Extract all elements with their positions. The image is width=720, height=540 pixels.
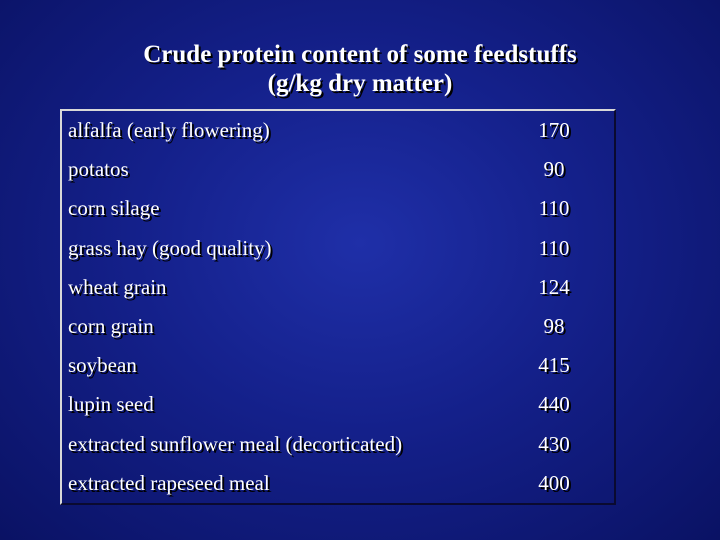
table-row: lupin seed 440 bbox=[62, 385, 614, 424]
feedstuff-name: potatos bbox=[68, 157, 129, 182]
feedstuff-name: extracted rapeseed meal bbox=[68, 470, 270, 495]
feedstuff-name: wheat grain bbox=[68, 274, 167, 299]
title-line-1: Crude protein content of some feedstuffs bbox=[143, 41, 577, 68]
feedstuff-name: extracted sunflower meal (decorticated) bbox=[68, 431, 403, 456]
protein-value: 170 bbox=[538, 118, 570, 143]
feedstuff-name: grass hay (good quality) bbox=[68, 235, 272, 260]
table-row: extracted sunflower meal (decorticated) … bbox=[62, 425, 614, 464]
slide-title: Crude protein content of some feedstuffs… bbox=[0, 40, 720, 98]
feedstuff-table: alfalfa (early flowering) 170 potatos 90… bbox=[62, 111, 614, 503]
table-row: wheat grain 124 bbox=[62, 268, 614, 307]
table-row: alfalfa (early flowering) 170 bbox=[62, 111, 614, 150]
protein-value: 400 bbox=[538, 470, 570, 495]
protein-value: 98 bbox=[543, 314, 565, 339]
protein-value: 415 bbox=[538, 353, 570, 378]
table-row: potatos 90 bbox=[62, 150, 614, 189]
table-row: corn silage 110 bbox=[62, 189, 614, 228]
feedstuff-name: corn silage bbox=[68, 196, 160, 221]
protein-value: 124 bbox=[538, 274, 570, 299]
table-row: soybean 415 bbox=[62, 346, 614, 385]
title-line-2: (g/kg dry matter) bbox=[267, 70, 453, 97]
feedstuff-name: soybean bbox=[68, 353, 137, 378]
table-row: extracted rapeseed meal 400 bbox=[62, 464, 614, 503]
feedstuff-name: lupin seed bbox=[68, 392, 154, 417]
protein-value: 90 bbox=[543, 157, 565, 182]
feedstuff-name: alfalfa (early flowering) bbox=[68, 118, 270, 143]
protein-value: 110 bbox=[538, 235, 570, 260]
protein-value: 110 bbox=[538, 196, 570, 221]
protein-value: 440 bbox=[538, 392, 570, 417]
feedstuff-name: corn grain bbox=[68, 314, 154, 339]
table-row: grass hay (good quality) 110 bbox=[62, 229, 614, 268]
table-row: corn grain 98 bbox=[62, 307, 614, 346]
protein-value: 430 bbox=[538, 431, 570, 456]
feedstuff-table-frame: alfalfa (early flowering) 170 potatos 90… bbox=[60, 109, 616, 505]
